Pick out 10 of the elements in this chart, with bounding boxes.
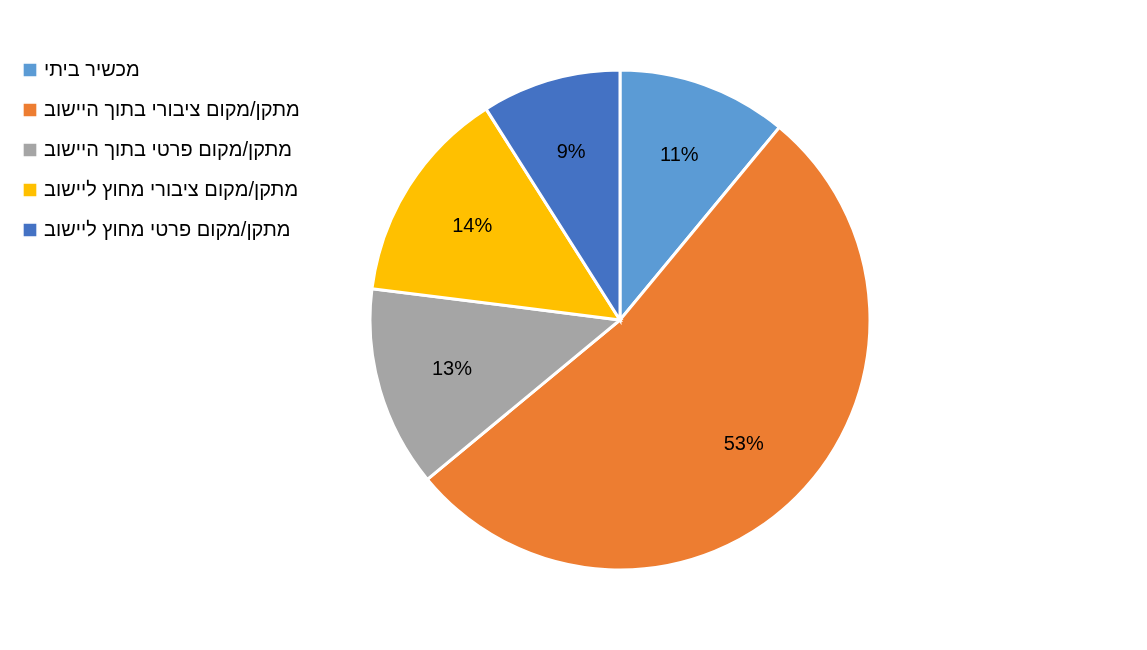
- data-label: 53%: [723, 431, 764, 454]
- legend-label: מתקן/מקום פרטי בתוך היישוב: [44, 138, 293, 160]
- legend-label: מתקן/מקום ציבורי מחוץ ליישוב: [44, 178, 299, 200]
- legend-label: מכשיר ביתי: [44, 58, 140, 80]
- data-label: 9%: [556, 139, 586, 162]
- data-label: 11%: [660, 143, 699, 166]
- data-label: 14%: [452, 214, 493, 237]
- data-label: 13%: [431, 356, 473, 379]
- legend-label: מתקן/מקום פרטי מחוץ ליישוב: [44, 218, 291, 240]
- legend-label: מתקן/מקום ציבורי בתוך היישוב: [44, 98, 300, 120]
